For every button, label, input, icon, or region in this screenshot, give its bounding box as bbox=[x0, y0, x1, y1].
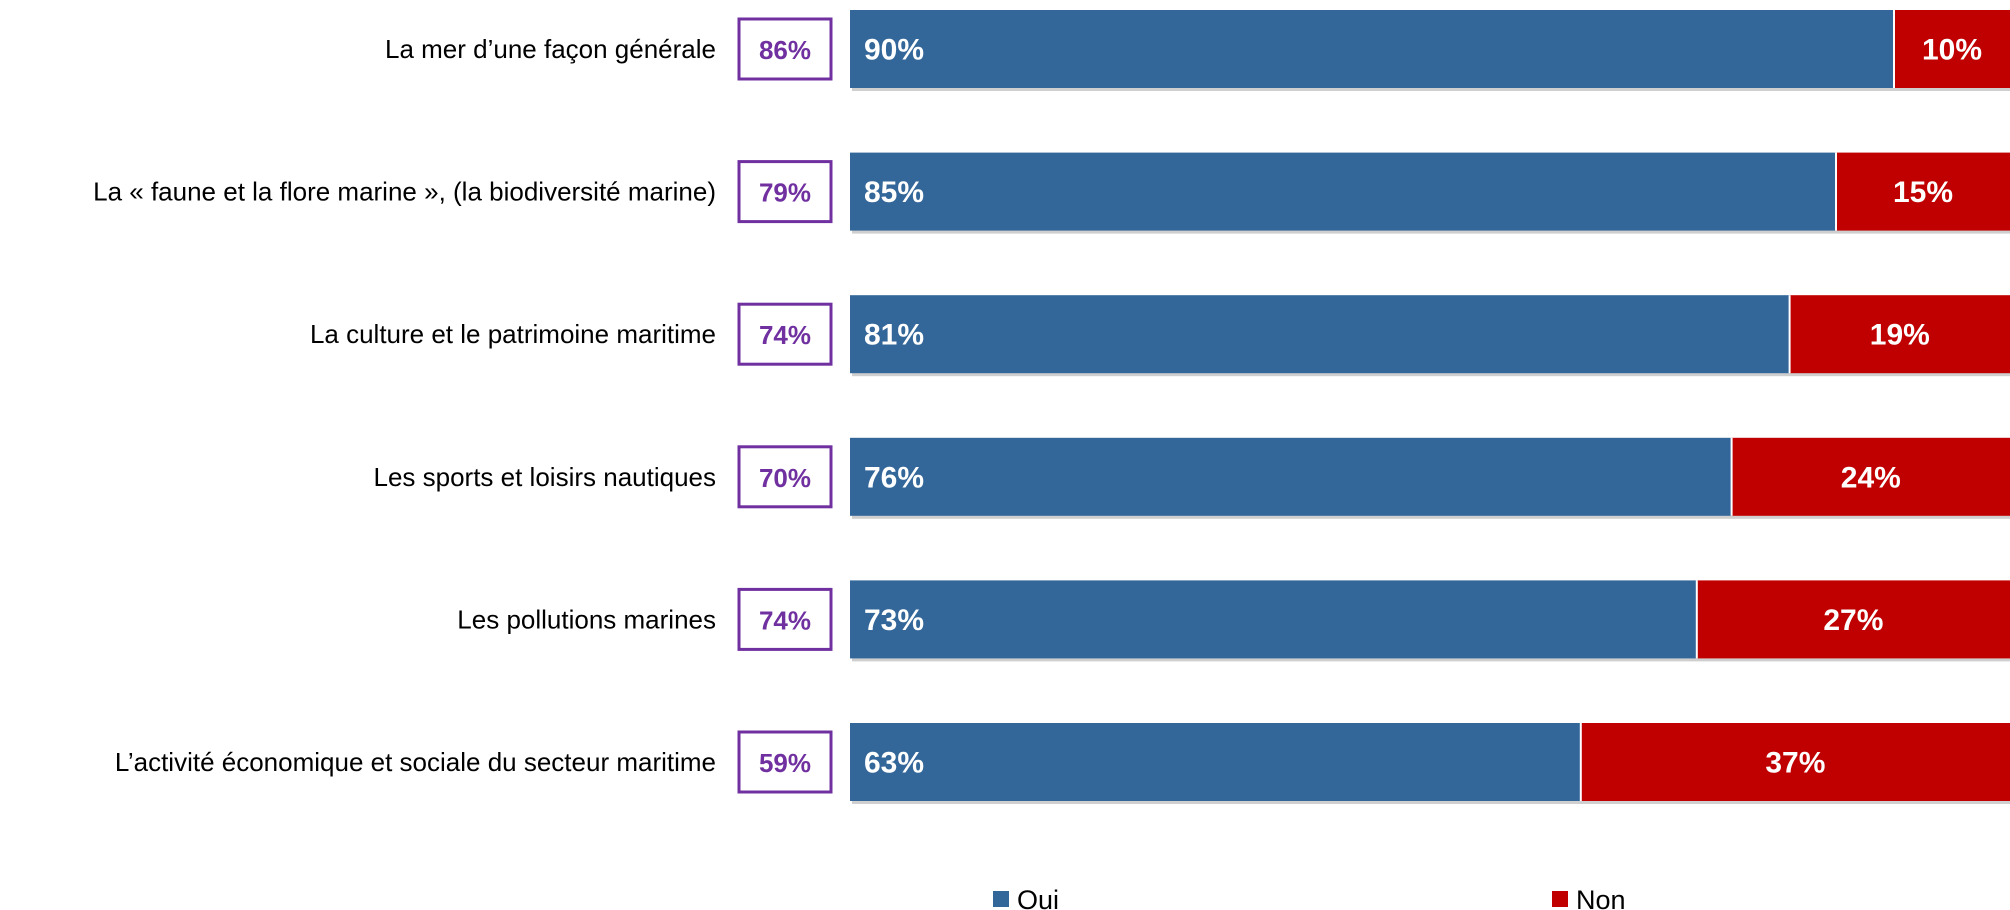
bar-non-label: 10% bbox=[1922, 34, 1982, 67]
bar-oui-label: 90% bbox=[864, 34, 924, 67]
comparison-box bbox=[737, 160, 833, 224]
comparison-value-label: 59% bbox=[759, 748, 811, 778]
category-label: L’activité économique et sociale du sect… bbox=[115, 747, 716, 777]
bar-oui-label: 76% bbox=[864, 461, 924, 494]
bar-oui-label: 73% bbox=[864, 604, 924, 637]
bar-non-label: 27% bbox=[1823, 604, 1883, 637]
bar-non bbox=[1580, 723, 2010, 801]
bar-oui bbox=[850, 723, 1581, 801]
bar-non-label: 37% bbox=[1765, 747, 1825, 780]
bar-oui bbox=[850, 580, 1697, 659]
comparison-box bbox=[737, 302, 833, 366]
bar-non bbox=[1696, 580, 2010, 659]
bar-non-label: 24% bbox=[1841, 461, 1901, 494]
legend-swatch bbox=[993, 891, 1009, 907]
legend: Oui Non bbox=[993, 885, 1626, 910]
legend-label: Oui bbox=[1017, 885, 1059, 910]
bar-oui bbox=[850, 152, 1836, 231]
bar-non-label: 15% bbox=[1893, 176, 1953, 209]
bar-oui-label: 63% bbox=[864, 747, 924, 780]
bar-oui-label: 81% bbox=[864, 319, 924, 352]
comparison-box bbox=[737, 445, 833, 509]
bar-non bbox=[1789, 295, 2010, 374]
comparison-value-label: 79% bbox=[759, 178, 811, 208]
comparison-box bbox=[737, 17, 833, 81]
bars: 90% 10% 85% 15% 81% 19% 76% 24% 73% 27% 63% 37% bbox=[850, 10, 2010, 804]
bar-non bbox=[1894, 10, 2010, 88]
comparison-value-label: 70% bbox=[759, 463, 811, 493]
comparison-value-label: 86% bbox=[759, 35, 811, 65]
bar-non bbox=[1731, 437, 2010, 516]
category-labels: La mer d’une façon générale La « faune et… bbox=[93, 34, 716, 777]
comparison-value-boxes: 86% 79% 74% 70% 74% 59% bbox=[737, 17, 833, 794]
legend-swatch bbox=[1552, 891, 1568, 907]
legend-label: Non bbox=[1576, 885, 1626, 910]
comparison-box bbox=[737, 587, 833, 651]
category-label: Les pollutions marines bbox=[457, 604, 716, 634]
bar-oui bbox=[850, 437, 1732, 516]
bar-oui bbox=[850, 295, 1790, 374]
comparison-value-label: 74% bbox=[759, 320, 811, 350]
category-label: La culture et le patrimoine maritime bbox=[310, 319, 716, 349]
bar-oui-label: 85% bbox=[864, 176, 924, 209]
comparison-value-label: 74% bbox=[759, 605, 811, 635]
bar-non bbox=[1836, 152, 2010, 231]
category-label: Les sports et loisirs nautiques bbox=[373, 462, 716, 492]
bar-oui bbox=[850, 10, 1894, 88]
category-label: La « faune et la flore marine », (la bio… bbox=[93, 177, 716, 207]
bar-non-label: 19% bbox=[1870, 319, 1930, 352]
comparison-box bbox=[737, 730, 833, 794]
category-label: La mer d’une façon générale bbox=[385, 34, 716, 64]
